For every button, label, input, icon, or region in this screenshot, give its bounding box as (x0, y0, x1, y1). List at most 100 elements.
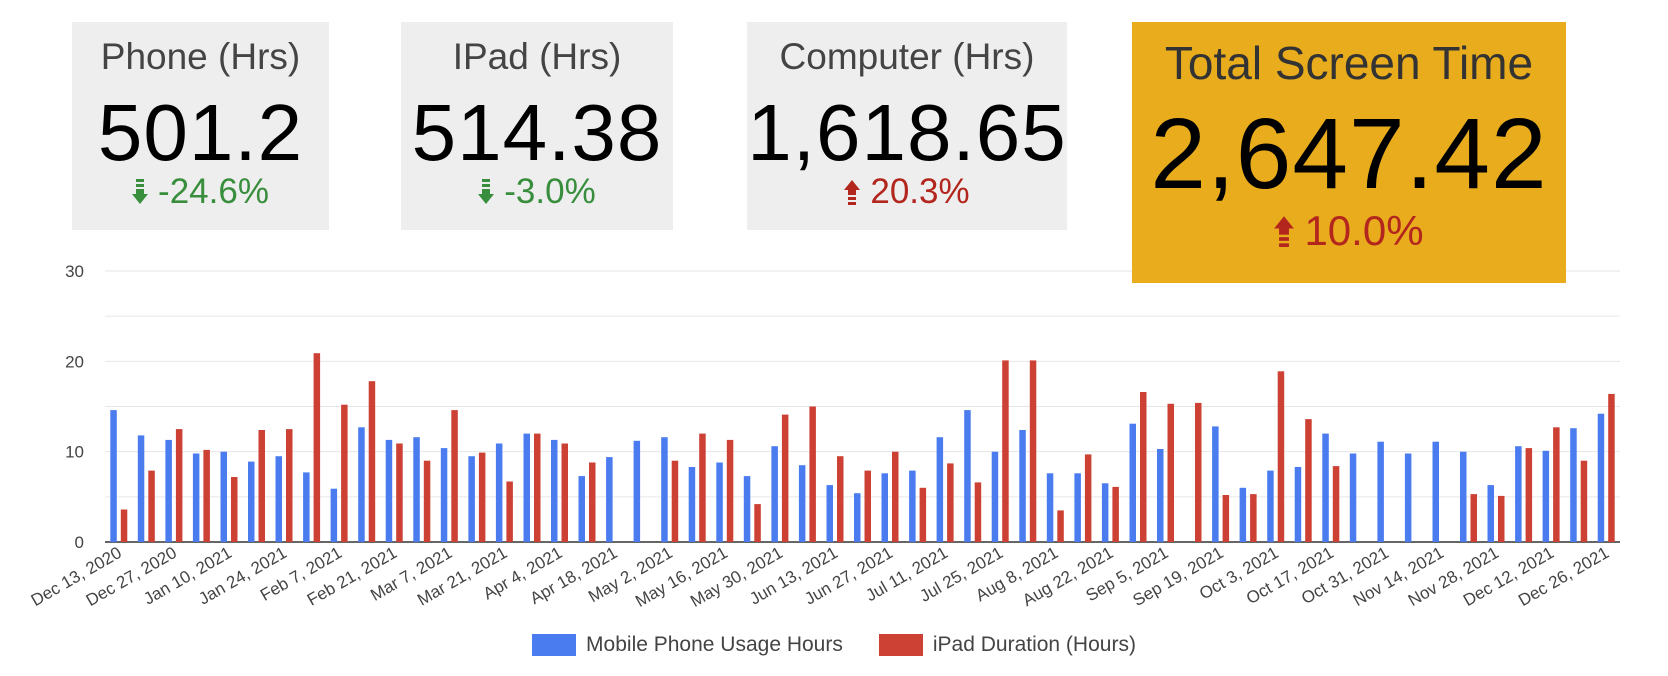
bar-phone[interactable] (771, 446, 778, 542)
bar-phone[interactable] (1239, 487, 1247, 542)
bar-phone[interactable] (936, 437, 944, 542)
bar-phone[interactable] (523, 433, 531, 542)
bar-ipad[interactable] (286, 429, 293, 542)
bar-ipad[interactable] (1470, 494, 1478, 542)
bar-ipad[interactable] (671, 460, 679, 542)
bar-phone[interactable] (881, 473, 889, 542)
bar-ipad[interactable] (231, 477, 238, 542)
bar-phone[interactable] (1212, 426, 1219, 542)
bar-phone[interactable] (1487, 485, 1495, 542)
bar-phone[interactable] (495, 443, 503, 543)
bar-phone[interactable] (1377, 441, 1384, 542)
bar-ipad[interactable] (947, 463, 954, 542)
bar-ipad[interactable] (1305, 419, 1312, 542)
bar-phone[interactable] (330, 488, 338, 542)
bar-ipad[interactable] (974, 482, 982, 542)
phone-hours-card[interactable]: Phone (Hrs) 501.2 -24.6% (72, 22, 329, 230)
bar-ipad[interactable] (148, 470, 155, 542)
bar-ipad[interactable] (1608, 393, 1615, 542)
bar-phone[interactable] (248, 461, 255, 542)
bar-phone[interactable] (826, 485, 834, 542)
bar-phone[interactable] (1597, 413, 1605, 542)
bar-phone[interactable] (798, 465, 806, 542)
bar-ipad[interactable] (1112, 486, 1119, 542)
bar-phone[interactable] (716, 462, 723, 543)
bar-phone[interactable] (1460, 451, 1467, 542)
bar-ipad[interactable] (561, 443, 569, 543)
bar-ipad[interactable] (341, 404, 348, 542)
bar-phone[interactable] (1404, 453, 1412, 543)
bar-ipad[interactable] (1195, 402, 1202, 542)
bar-ipad[interactable] (423, 460, 431, 542)
bar-ipad[interactable] (175, 429, 183, 542)
bar-phone[interactable] (1349, 453, 1357, 543)
bar-ipad[interactable] (809, 406, 816, 543)
bar-phone[interactable] (1294, 467, 1302, 542)
bar-phone[interactable] (1267, 470, 1274, 542)
bar-phone[interactable] (165, 439, 172, 542)
bar-ipad[interactable] (1525, 448, 1533, 542)
bar-ipad[interactable] (396, 443, 403, 543)
bar-phone[interactable] (1157, 449, 1164, 542)
bar-phone[interactable] (1129, 423, 1137, 542)
bar-ipad[interactable] (1084, 454, 1092, 542)
bar-phone[interactable] (991, 451, 999, 542)
bar-ipad[interactable] (1002, 360, 1009, 542)
bar-phone[interactable] (743, 476, 751, 542)
bar-ipad[interactable] (726, 439, 734, 542)
bar-ipad[interactable] (1498, 495, 1505, 542)
bar-phone[interactable] (633, 440, 641, 542)
bar-ipad[interactable] (1332, 466, 1340, 542)
bar-phone[interactable] (1542, 450, 1550, 542)
ipad-hours-card[interactable]: IPad (Hrs) 514.38 -3.0% (401, 22, 673, 230)
bar-phone[interactable] (1074, 473, 1081, 542)
bar-ipad[interactable] (1580, 460, 1588, 542)
bar-phone[interactable] (551, 439, 558, 542)
bar-phone[interactable] (192, 453, 200, 543)
total-screen-time-card[interactable]: Total Screen Time 2,647.42 10.0% (1132, 22, 1566, 283)
bar-ipad[interactable] (919, 487, 927, 542)
bar-ipad[interactable] (1553, 427, 1560, 542)
bar-ipad[interactable] (699, 433, 706, 542)
bar-ipad[interactable] (534, 433, 541, 542)
bar-phone[interactable] (385, 439, 393, 542)
bar-ipad[interactable] (1222, 495, 1230, 542)
bar-ipad[interactable] (1029, 360, 1037, 542)
bar-phone[interactable] (578, 476, 586, 542)
legend-item-ipad[interactable]: iPad Duration (Hours) (878, 633, 1136, 657)
bar-ipad[interactable] (864, 470, 872, 542)
legend-item-phone[interactable]: Mobile Phone Usage Hours (532, 633, 843, 657)
bar-ipad[interactable] (506, 481, 513, 543)
bar-ipad[interactable] (892, 451, 899, 542)
bar-ipad[interactable] (120, 509, 128, 543)
bar-ipad[interactable] (451, 410, 458, 542)
bar-phone[interactable] (661, 437, 668, 542)
bar-ipad[interactable] (754, 504, 761, 542)
bar-phone[interactable] (1019, 430, 1026, 542)
bar-phone[interactable] (854, 493, 861, 542)
bar-phone[interactable] (110, 410, 117, 542)
bar-ipad[interactable] (1057, 510, 1064, 542)
bar-phone[interactable] (440, 448, 448, 542)
bar-phone[interactable] (275, 456, 283, 542)
bar-phone[interactable] (688, 467, 696, 542)
bar-ipad[interactable] (1140, 392, 1147, 542)
bar-phone[interactable] (358, 427, 365, 542)
bar-phone[interactable] (1046, 473, 1054, 542)
bar-ipad[interactable] (478, 452, 486, 542)
bar-ipad[interactable] (258, 430, 266, 542)
bar-phone[interactable] (303, 472, 310, 542)
bar-ipad[interactable] (1167, 403, 1175, 542)
bar-phone[interactable] (1515, 446, 1522, 542)
bar-phone[interactable] (1101, 483, 1109, 542)
bar-ipad[interactable] (313, 353, 321, 542)
bar-phone[interactable] (964, 410, 971, 542)
bar-ipad[interactable] (781, 414, 789, 542)
bar-ipad[interactable] (368, 381, 376, 542)
bar-phone[interactable] (413, 437, 420, 542)
computer-hours-card[interactable]: Computer (Hrs) 1,618.65 20.3% (747, 22, 1067, 230)
bar-phone[interactable] (468, 456, 475, 542)
bar-ipad[interactable] (1277, 371, 1285, 542)
bar-phone[interactable] (1322, 433, 1329, 542)
bar-ipad[interactable] (203, 449, 210, 542)
